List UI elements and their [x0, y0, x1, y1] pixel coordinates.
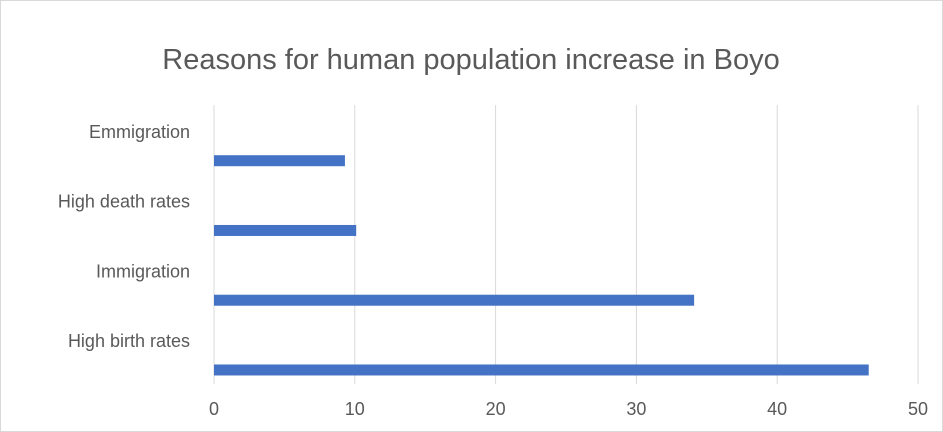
category-label: Immigration — [96, 261, 190, 281]
x-axis-tick-labels: 0 10 20 30 40 50 — [209, 399, 928, 419]
category-label: Emmigration — [89, 122, 190, 142]
category-label: High birth rates — [68, 331, 190, 351]
gridlines — [213, 105, 919, 384]
bar-emmigration — [214, 155, 345, 167]
x-tick-label: 30 — [626, 399, 646, 419]
bar-high-death-rates — [214, 224, 357, 236]
x-tick-label: 10 — [345, 399, 365, 419]
bar-high-birth-rates — [214, 364, 869, 376]
chart-title: Reasons for human population increase in… — [162, 44, 779, 76]
x-tick-label: 0 — [209, 399, 219, 419]
x-tick-label: 20 — [486, 399, 506, 419]
category-labels: Emmigration High death rates Immigration Hi… — [58, 122, 190, 351]
bar-immigration — [214, 294, 695, 306]
x-tick-label: 50 — [908, 399, 928, 419]
x-tick-label: 40 — [767, 399, 787, 419]
category-label: High death rates — [58, 192, 190, 212]
bars — [214, 155, 869, 376]
